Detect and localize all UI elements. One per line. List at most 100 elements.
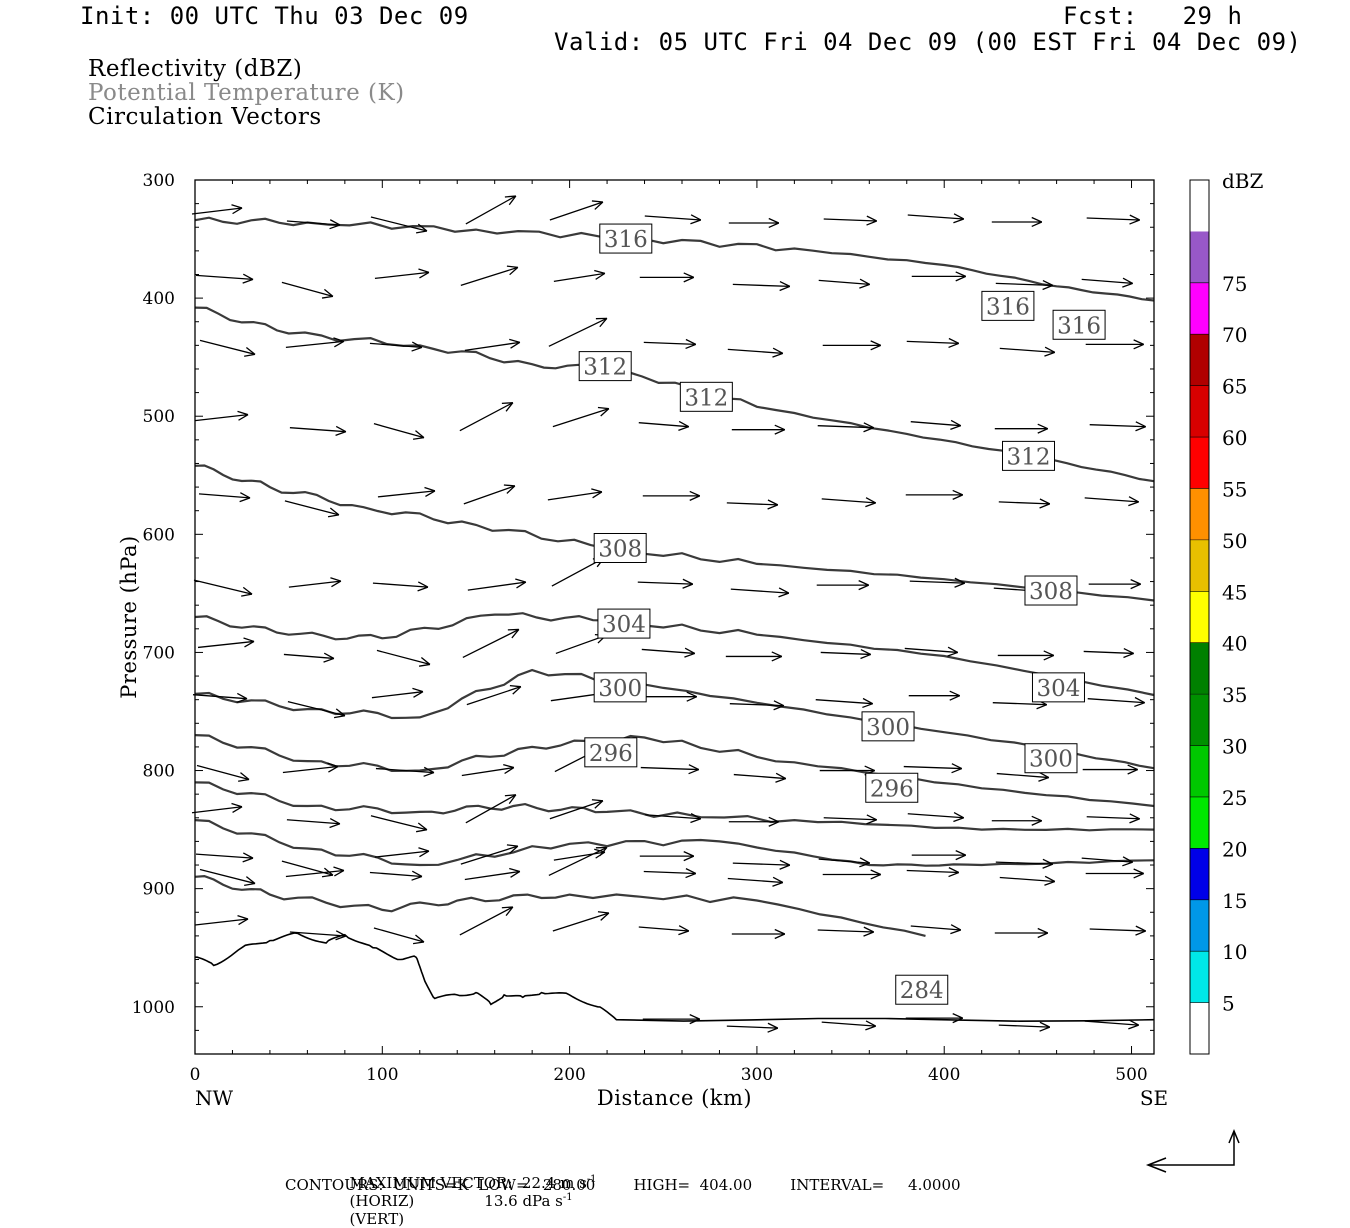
theta-contour-296 bbox=[195, 735, 1154, 806]
circulation-vector bbox=[907, 338, 959, 347]
svg-text:312: 312 bbox=[1007, 444, 1051, 470]
svg-text:296: 296 bbox=[870, 776, 914, 802]
circulation-vector bbox=[906, 490, 963, 499]
circulation-vector bbox=[644, 869, 696, 878]
circulation-vector bbox=[1000, 347, 1055, 356]
circulation-vector bbox=[375, 848, 429, 857]
circulation-vector bbox=[817, 581, 869, 590]
circulation-vector bbox=[466, 196, 516, 224]
circulation-vector bbox=[908, 813, 964, 822]
colorbar-level-label: 20 bbox=[1222, 837, 1247, 861]
circulation-vector bbox=[371, 816, 427, 832]
circulation-vector bbox=[554, 849, 605, 860]
svg-text:304: 304 bbox=[1037, 676, 1081, 702]
theta-contour-316 bbox=[195, 218, 1154, 301]
max-vector-vert-value: 13.6 dPa s bbox=[484, 1192, 563, 1210]
theta-contours bbox=[195, 218, 1154, 936]
circulation-vector bbox=[731, 588, 789, 597]
circulation-vector bbox=[733, 860, 790, 869]
colorbar-level-label: 55 bbox=[1222, 477, 1247, 501]
circulation-vector bbox=[290, 931, 346, 940]
circulation-vector bbox=[733, 282, 790, 291]
circulation-vector bbox=[374, 928, 424, 944]
contour-label-316: 316 bbox=[982, 291, 1034, 320]
circulation-vector bbox=[644, 339, 696, 348]
svg-text:300: 300 bbox=[866, 715, 910, 741]
circulation-vector bbox=[554, 271, 605, 282]
colorbar-segment bbox=[1190, 283, 1209, 334]
x-tick-label: 300 bbox=[741, 1065, 773, 1085]
svg-text:312: 312 bbox=[684, 385, 728, 411]
circulation-vector bbox=[1083, 765, 1138, 774]
colorbar-segment bbox=[1190, 437, 1209, 488]
circulation-vector bbox=[904, 764, 962, 773]
contour-label-312: 312 bbox=[680, 382, 732, 411]
svg-text:284: 284 bbox=[900, 978, 944, 1004]
circulation-vector bbox=[645, 814, 701, 823]
circulation-vector bbox=[465, 339, 520, 350]
theta-contour-284 bbox=[195, 876, 926, 936]
circulation-vector bbox=[1087, 814, 1140, 823]
circulation-vector bbox=[195, 916, 248, 925]
contour-label-300: 300 bbox=[862, 712, 914, 741]
contour-label-308: 308 bbox=[594, 533, 646, 562]
contour-label-304: 304 bbox=[1032, 673, 1084, 702]
theta-contour-288 bbox=[195, 820, 1154, 866]
x-tick-label: 400 bbox=[928, 1065, 960, 1085]
circulation-vector bbox=[370, 871, 422, 880]
colorbar-segment bbox=[1190, 848, 1209, 899]
colorbar-level-label: 10 bbox=[1222, 940, 1247, 964]
circulation-vector bbox=[822, 498, 876, 507]
circulation-vector bbox=[727, 1023, 778, 1032]
colorbar-segment bbox=[1190, 694, 1209, 745]
svg-text:316: 316 bbox=[986, 294, 1030, 320]
x-axis-title: Distance (km) bbox=[597, 1086, 752, 1110]
contour-label-312: 312 bbox=[1003, 441, 1055, 470]
colorbar-segment bbox=[1190, 334, 1209, 385]
circulation-vector bbox=[908, 214, 964, 223]
circulation-vector bbox=[998, 651, 1054, 660]
circulation-vector bbox=[1089, 580, 1141, 589]
circulation-vector bbox=[373, 582, 428, 591]
circulation-vector bbox=[1086, 340, 1144, 349]
circulation-vector bbox=[377, 650, 430, 666]
svg-text:304: 304 bbox=[602, 612, 646, 638]
circulation-vector bbox=[819, 279, 870, 288]
x-tick-label: 0 bbox=[190, 1065, 201, 1085]
circulation-vector bbox=[463, 629, 519, 657]
max-vector-vert: (VERT) bbox=[350, 1210, 405, 1228]
theta-contour-300 bbox=[195, 670, 1154, 768]
circulation-vector bbox=[646, 692, 697, 701]
y-tick-label: 500 bbox=[143, 407, 175, 427]
x-tick-label: 200 bbox=[553, 1065, 585, 1085]
circulation-vectors bbox=[192, 196, 1146, 1032]
colorbar-level-label: 15 bbox=[1222, 889, 1247, 913]
colorbar-segment bbox=[1190, 180, 1209, 231]
colorbar-segment bbox=[1190, 900, 1209, 951]
circulation-vector bbox=[468, 579, 526, 590]
circulation-vector bbox=[729, 218, 779, 227]
circulation-vector bbox=[378, 487, 435, 496]
contour-label-312: 312 bbox=[579, 352, 631, 381]
circulation-vector bbox=[282, 282, 333, 298]
circulation-vector bbox=[640, 273, 694, 282]
circulation-vector bbox=[550, 201, 603, 220]
circulation-vector bbox=[818, 423, 874, 432]
y-tick-label: 400 bbox=[143, 289, 175, 309]
circulation-vector bbox=[641, 765, 699, 774]
circulation-vector bbox=[997, 772, 1049, 781]
circulation-vector bbox=[1088, 697, 1145, 706]
circulation-vector bbox=[198, 638, 254, 647]
x-left-endpoint-label: NW bbox=[195, 1086, 234, 1110]
colorbar-segment bbox=[1190, 540, 1209, 591]
circulation-vector bbox=[548, 489, 602, 500]
circulation-vector bbox=[992, 217, 1042, 226]
circulation-vector bbox=[461, 266, 518, 285]
circulation-vector bbox=[823, 870, 881, 879]
circulation-vector bbox=[290, 426, 346, 435]
colorbar-level-label: 75 bbox=[1222, 272, 1247, 296]
max-vector-key-icon bbox=[1148, 1131, 1239, 1172]
svg-text:312: 312 bbox=[583, 355, 627, 381]
contour-label-316: 316 bbox=[600, 224, 652, 253]
circulation-vector bbox=[375, 269, 429, 278]
